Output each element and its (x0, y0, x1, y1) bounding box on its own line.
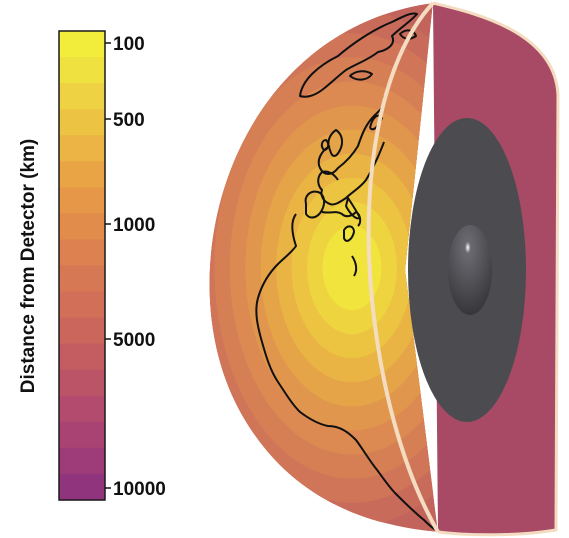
colorbar-frame (58, 30, 106, 501)
colorbar-band (59, 265, 105, 293)
african-coast-fragment (351, 255, 358, 277)
colorbar-band (59, 447, 105, 475)
colorbar-band (59, 109, 105, 136)
sicily-sardinia-coastline (343, 225, 355, 242)
colorbar-band (59, 213, 105, 241)
colorbar-band (59, 83, 105, 110)
colorbar-tick-label: 100 (113, 34, 145, 55)
colorbar-tick-label: 5000 (113, 330, 155, 351)
colorbar-band (59, 187, 105, 214)
cutaway-rim (366, 1, 440, 533)
colorbar-band (59, 369, 105, 397)
colorbar-tick-label: 500 (113, 110, 145, 131)
colorbar: Distance from Detector (km) 100 500 1000… (18, 30, 166, 501)
colorbar-band (59, 473, 105, 501)
inner-core (448, 225, 492, 315)
british-isles-coastline (327, 129, 344, 157)
colorbar-band (59, 239, 105, 267)
colorbar-tick-label: 1000 (113, 215, 155, 236)
colorbar-band (59, 57, 105, 84)
colorbar-band (59, 395, 105, 423)
italy-coastline (345, 197, 361, 220)
colorbar-tick-labels: 100 500 1000 5000 10000 (113, 34, 166, 500)
africa-america-coastline (255, 213, 437, 531)
iceland-coastline (349, 70, 373, 81)
earth-cutaway (209, 1, 560, 537)
iberia-coastline (304, 190, 326, 219)
colorbar-band (59, 161, 105, 188)
colorbar-tick-label: 10000 (113, 479, 166, 500)
colorbar-band (59, 135, 105, 162)
europe-coastline (317, 141, 385, 206)
colorbar-band (59, 31, 105, 58)
ireland-coastline (320, 139, 330, 151)
cutaway-right-rim (432, 1, 560, 537)
colorbar-ticks (105, 42, 111, 489)
colorbar-band (59, 421, 105, 449)
colorbar-band (59, 343, 105, 371)
colorbar-color-scale (59, 31, 105, 501)
colorbar-band (59, 291, 105, 319)
colorbar-axis-label: Distance from Detector (km) (18, 139, 39, 393)
greenland-coastline (299, 12, 418, 98)
scandinavia-coastline (317, 95, 386, 175)
colorbar-band (59, 317, 105, 345)
svalbard-coastline (399, 29, 417, 40)
continent-outlines (255, 12, 437, 531)
